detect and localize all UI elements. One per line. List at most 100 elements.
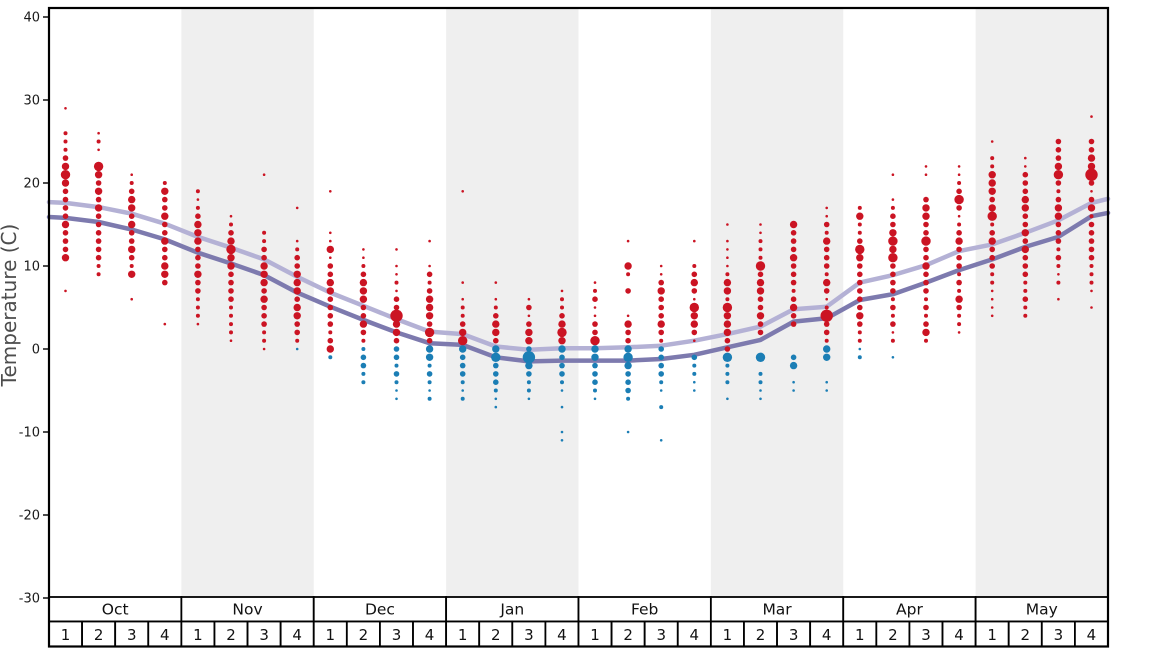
month-band-may bbox=[975, 8, 1108, 597]
data-point-above-freezing bbox=[626, 314, 630, 318]
data-point-below-freezing bbox=[459, 345, 467, 353]
data-point-above-freezing bbox=[990, 140, 994, 143]
data-point-above-freezing bbox=[855, 244, 865, 255]
data-point-below-freezing bbox=[526, 380, 531, 385]
data-point-above-freezing bbox=[690, 312, 698, 320]
data-point-above-freezing bbox=[195, 297, 200, 302]
data-point-above-freezing bbox=[890, 221, 896, 228]
data-point-above-freezing bbox=[493, 337, 499, 344]
data-point-below-freezing bbox=[394, 380, 399, 385]
chart-root: 40 30 20 10 0 -10 -20 -30 Oct Nov Dec Jan Feb Mar Apr M… bbox=[19, 6, 1111, 648]
month-cell bbox=[709, 596, 845, 623]
data-point-above-freezing bbox=[1055, 254, 1062, 261]
data-point-below-freezing bbox=[624, 361, 632, 370]
data-point-below-freezing bbox=[427, 363, 432, 368]
data-point-above-freezing bbox=[95, 246, 102, 253]
data-point-above-freezing bbox=[260, 262, 268, 270]
data-point-above-freezing bbox=[757, 296, 764, 303]
data-point-below-freezing bbox=[659, 389, 663, 392]
data-point-below-freezing bbox=[693, 380, 696, 384]
data-point-above-freezing bbox=[229, 214, 233, 218]
data-point-below-freezing bbox=[693, 389, 696, 392]
data-point-above-freezing bbox=[194, 229, 202, 237]
data-point-above-freezing bbox=[329, 231, 332, 235]
data-point-above-freezing bbox=[162, 279, 168, 286]
data-point-above-freezing bbox=[890, 313, 895, 318]
week-label: 1 bbox=[987, 626, 997, 644]
data-point-below-freezing bbox=[459, 354, 466, 361]
data-point-above-freezing bbox=[326, 287, 334, 295]
data-point-below-freezing bbox=[493, 388, 498, 393]
data-point-above-freezing bbox=[327, 296, 334, 303]
data-point-above-freezing bbox=[626, 239, 630, 243]
week-label: 1 bbox=[855, 626, 865, 644]
data-point-above-freezing bbox=[558, 320, 566, 328]
data-point-above-freezing bbox=[526, 321, 532, 327]
data-point-above-freezing bbox=[990, 222, 995, 227]
data-point-above-freezing bbox=[62, 196, 69, 203]
data-point-above-freezing bbox=[823, 288, 830, 294]
month-label: Feb bbox=[631, 601, 658, 619]
data-point-below-freezing bbox=[591, 345, 599, 353]
week-label: 4 bbox=[954, 626, 964, 644]
data-point-above-freezing bbox=[989, 263, 995, 269]
data-point-above-freezing bbox=[1022, 263, 1029, 269]
data-point-below-freezing bbox=[559, 362, 565, 369]
data-point-above-freezing bbox=[856, 212, 864, 220]
data-point-above-freezing bbox=[128, 230, 135, 236]
data-point-below-freezing bbox=[526, 346, 532, 352]
data-point-above-freezing bbox=[1055, 196, 1062, 203]
data-point-above-freezing bbox=[360, 271, 367, 278]
data-point-above-freezing bbox=[726, 248, 729, 251]
data-point-above-freezing bbox=[890, 263, 896, 269]
data-point-above-freezing bbox=[723, 328, 732, 337]
data-point-above-freezing bbox=[990, 297, 994, 301]
data-point-above-freezing bbox=[956, 230, 962, 236]
data-point-above-freezing bbox=[395, 264, 398, 268]
data-point-above-freezing bbox=[757, 329, 764, 336]
data-point-below-freezing bbox=[726, 397, 729, 401]
data-point-above-freezing bbox=[756, 287, 765, 295]
data-point-above-freezing bbox=[94, 171, 103, 179]
y-tick-label: 10 bbox=[23, 260, 40, 275]
data-point-above-freezing bbox=[790, 271, 797, 278]
data-point-above-freezing bbox=[95, 213, 102, 219]
week-cell bbox=[676, 620, 712, 648]
data-point-above-freezing bbox=[196, 322, 200, 326]
data-point-above-freezing bbox=[161, 262, 169, 270]
y-tick-label: -10 bbox=[19, 426, 40, 441]
data-point-below-freezing bbox=[725, 371, 730, 376]
data-point-above-freezing bbox=[825, 214, 828, 218]
data-point-below-freezing bbox=[395, 389, 398, 392]
data-point-above-freezing bbox=[293, 270, 301, 278]
data-point-below-freezing bbox=[425, 353, 434, 361]
data-point-above-freezing bbox=[1023, 305, 1028, 310]
data-point-above-freezing bbox=[923, 221, 929, 228]
data-point-below-freezing bbox=[560, 389, 564, 392]
data-point-above-freezing bbox=[824, 230, 829, 235]
data-point-below-freezing bbox=[460, 380, 465, 385]
data-point-above-freezing bbox=[426, 321, 433, 327]
data-point-below-freezing bbox=[593, 397, 597, 401]
data-point-above-freezing bbox=[823, 263, 830, 269]
data-point-above-freezing bbox=[888, 236, 898, 246]
data-point-above-freezing bbox=[957, 331, 961, 334]
data-point-below-freezing bbox=[759, 397, 762, 401]
data-point-below-freezing bbox=[758, 380, 763, 385]
data-point-above-freezing bbox=[162, 246, 168, 253]
month-label: Nov bbox=[232, 601, 262, 619]
data-point-above-freezing bbox=[128, 238, 135, 244]
data-point-above-freezing bbox=[228, 279, 234, 286]
week-label: 4 bbox=[292, 626, 302, 644]
data-point-above-freezing bbox=[360, 329, 367, 336]
data-point-above-freezing bbox=[359, 320, 368, 328]
data-point-above-freezing bbox=[260, 278, 268, 287]
data-point-above-freezing bbox=[723, 278, 732, 287]
data-point-above-freezing bbox=[889, 245, 897, 254]
data-point-below-freezing bbox=[625, 379, 631, 386]
data-point-above-freezing bbox=[625, 288, 631, 294]
data-point-above-freezing bbox=[956, 254, 962, 261]
data-point-above-freezing bbox=[757, 271, 764, 278]
data-point-above-freezing bbox=[459, 328, 467, 337]
data-point-above-freezing bbox=[989, 230, 995, 236]
